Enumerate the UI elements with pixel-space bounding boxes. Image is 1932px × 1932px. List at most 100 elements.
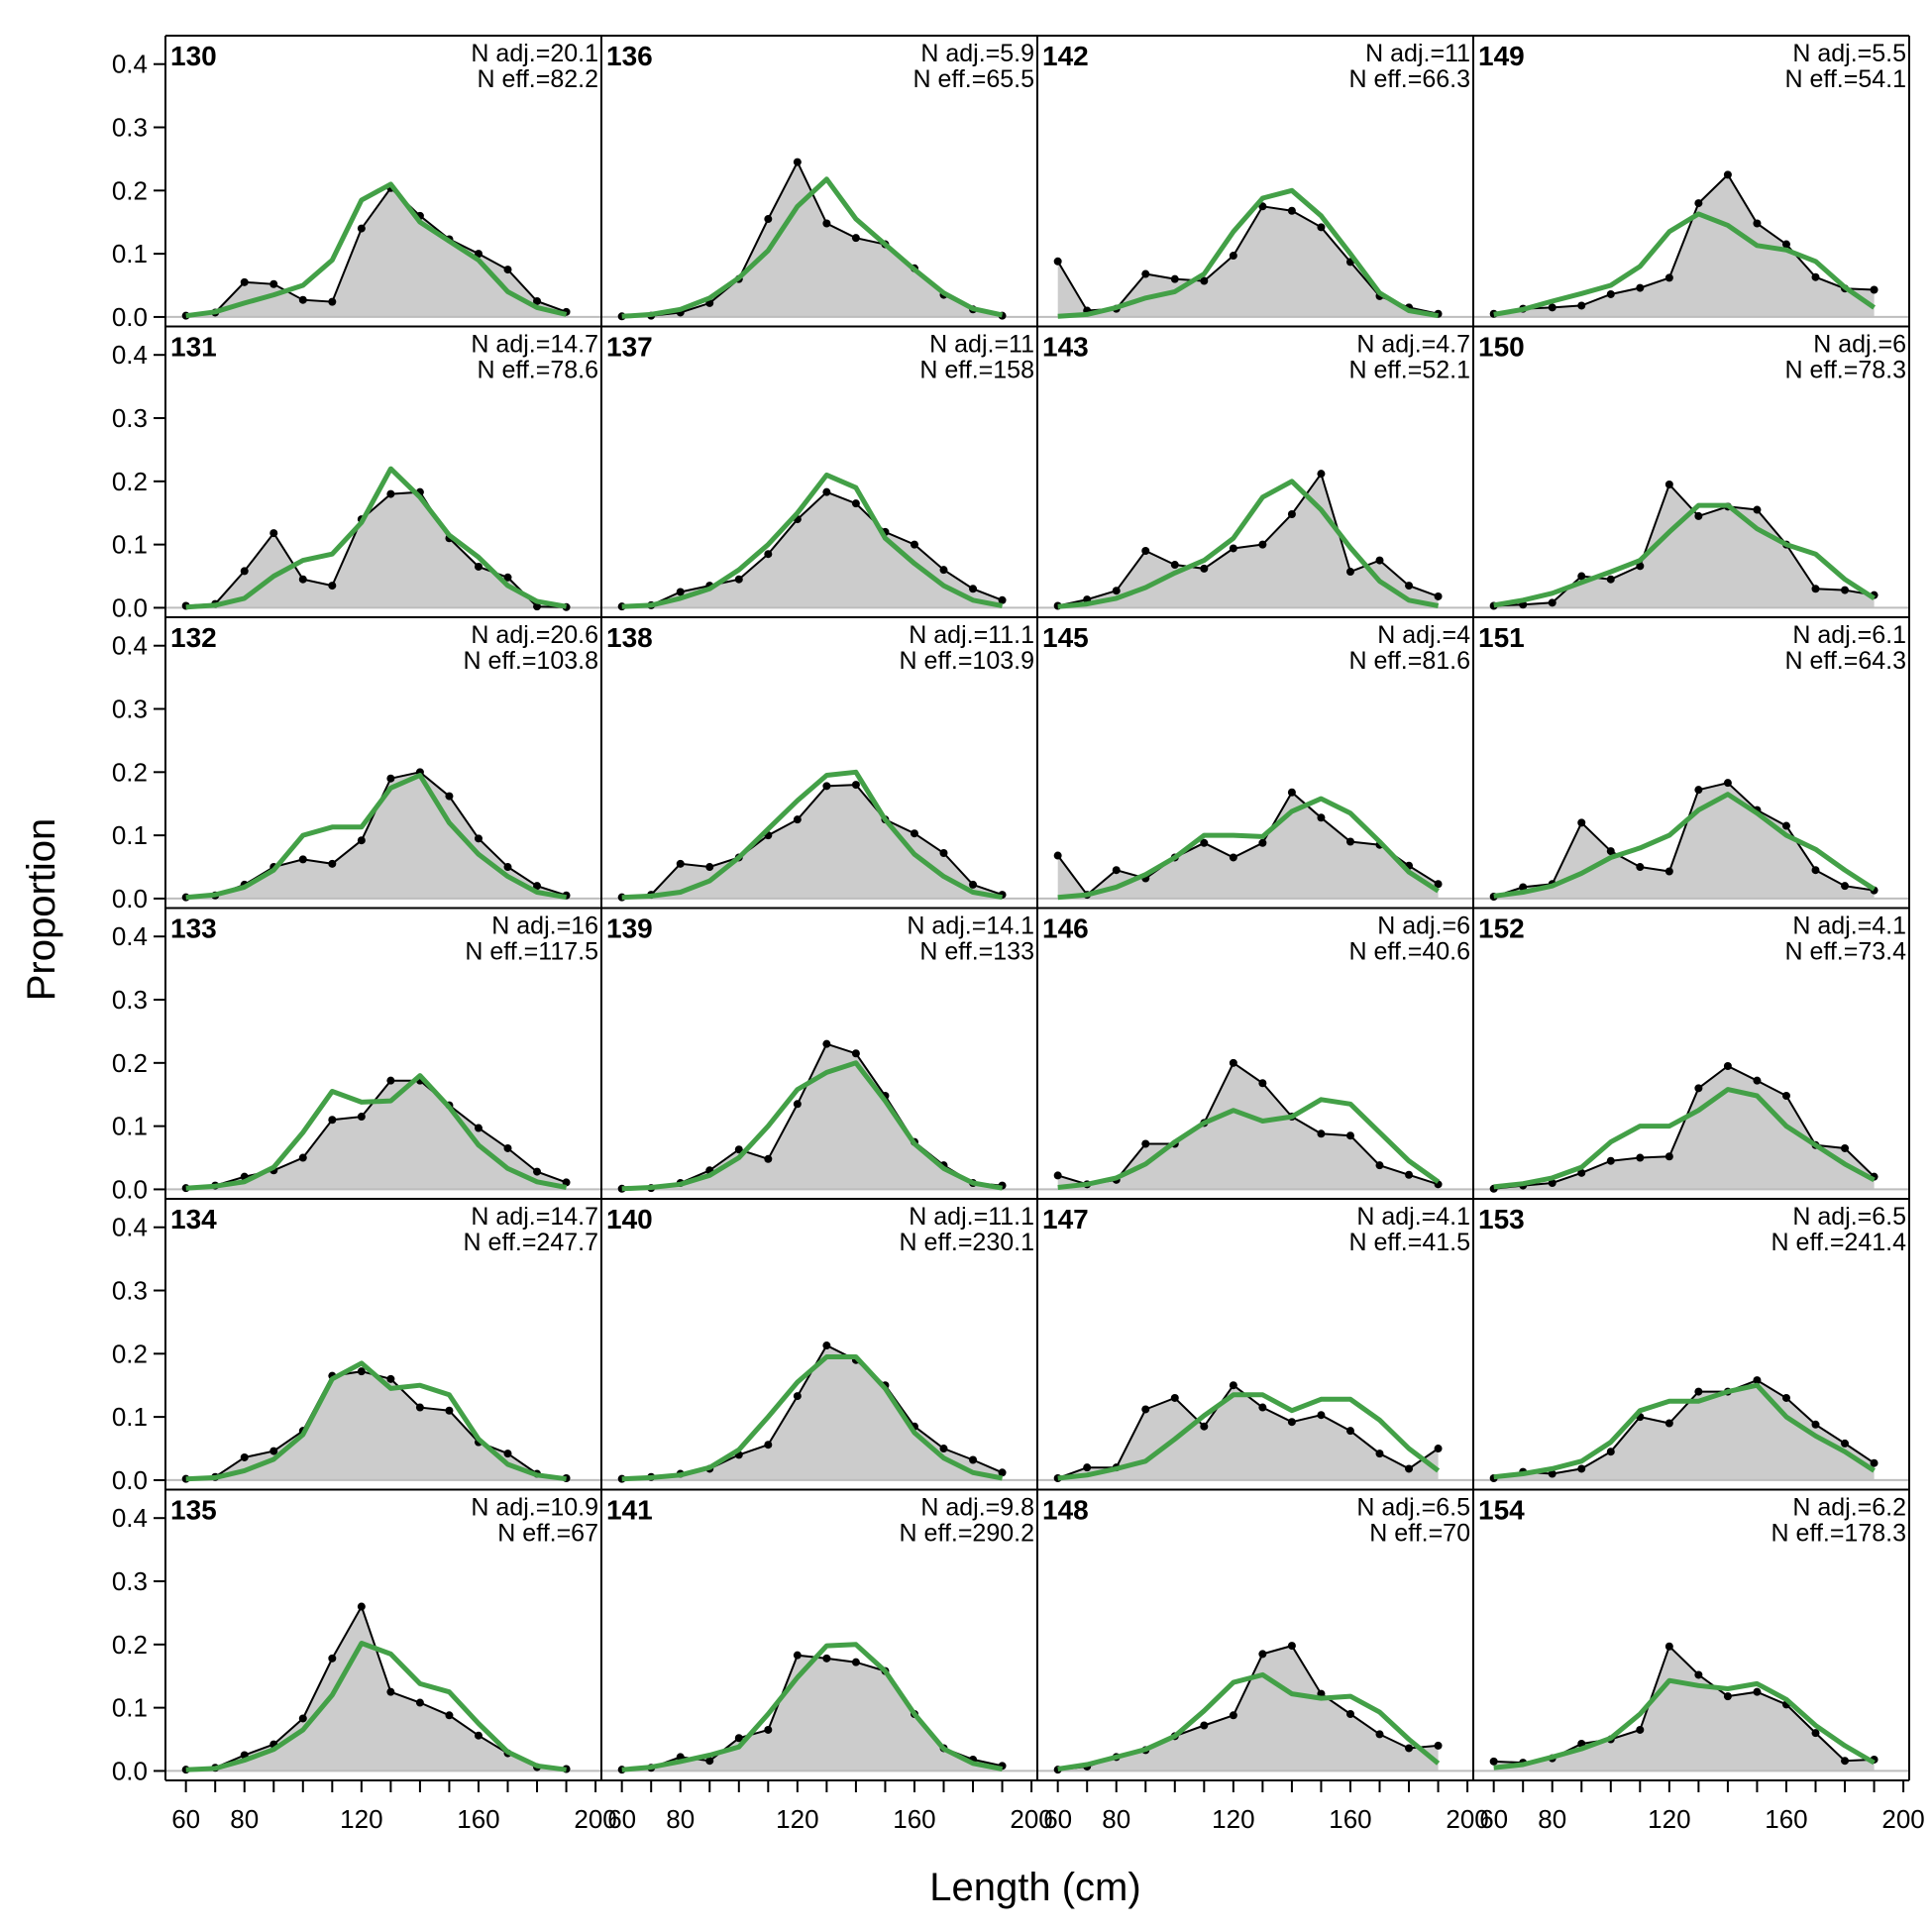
observed-point xyxy=(1664,1152,1673,1161)
observed-point xyxy=(1317,470,1326,479)
observed-point xyxy=(734,575,743,584)
panel-label: 147 xyxy=(1042,1204,1089,1234)
n-adj-label: N adj.=11.1 xyxy=(909,621,1034,649)
y-tick-label: 0.3 xyxy=(112,695,148,724)
panel-135: 135 N adj.=10.9N eff.=67 xyxy=(165,1494,601,1774)
observed-point xyxy=(1405,1464,1414,1473)
observed-point xyxy=(1636,1153,1645,1162)
observed-point xyxy=(1053,1171,1062,1180)
observed-point xyxy=(1258,540,1267,549)
observed-point xyxy=(1405,1170,1414,1179)
observed-area xyxy=(1057,792,1439,899)
observed-point xyxy=(1811,272,1820,281)
observed-point xyxy=(1287,206,1296,215)
observed-point xyxy=(764,1441,773,1449)
expected-line xyxy=(621,1354,1004,1482)
panel-141: 141 N adj.=9.8N eff.=290.2 xyxy=(601,1494,1037,1774)
observed-point xyxy=(822,219,831,228)
x-tick-label: 120 xyxy=(340,1804,382,1834)
n-eff-label: N eff.=70 xyxy=(1369,1520,1470,1548)
y-tick-label: 0.1 xyxy=(112,239,148,268)
y-tick-label: 0.1 xyxy=(112,1402,148,1432)
observed-point xyxy=(1229,252,1237,261)
observed-point xyxy=(1317,1411,1326,1420)
observed-line xyxy=(1493,483,1875,607)
observed-point xyxy=(298,295,307,304)
x-tick-label: 160 xyxy=(457,1804,499,1834)
observed-point xyxy=(415,1698,424,1707)
observed-point xyxy=(1229,1711,1237,1720)
observed-area xyxy=(1493,1380,1875,1480)
panel-label: 140 xyxy=(606,1204,653,1234)
n-eff-label: N eff.=133 xyxy=(919,938,1034,966)
y-tick-label: 0.3 xyxy=(112,985,148,1015)
n-adj-label: N adj.=16 xyxy=(491,912,598,940)
n-eff-label: N eff.=103.8 xyxy=(464,647,598,675)
observed-point xyxy=(1345,837,1354,846)
panel-label: 145 xyxy=(1042,622,1089,653)
observed-point xyxy=(851,781,860,790)
panel-label: 143 xyxy=(1042,332,1089,363)
observed-point xyxy=(1577,301,1586,310)
x-tick-label: 120 xyxy=(1212,1804,1254,1834)
n-eff-label: N eff.=82.2 xyxy=(477,65,598,93)
y-tick-label: 0.3 xyxy=(112,403,148,433)
observed-point xyxy=(1170,1393,1179,1402)
observed-point xyxy=(1664,273,1673,282)
observed-point xyxy=(1781,240,1790,249)
observed-point xyxy=(357,224,366,233)
observed-point xyxy=(1375,556,1384,565)
y-tick-label: 0.4 xyxy=(112,631,148,661)
panel-138: 138 N adj.=11.1N eff.=103.9 xyxy=(601,621,1037,902)
observed-point xyxy=(1287,1418,1296,1427)
observed-point xyxy=(969,880,978,889)
observed-point xyxy=(445,792,454,801)
panel-132: 132 N adj.=20.6N eff.=103.8 xyxy=(165,621,601,902)
observed-area xyxy=(1057,474,1439,608)
panel-label: 137 xyxy=(606,332,653,363)
expected-line xyxy=(1057,187,1440,319)
observed-point xyxy=(851,234,860,243)
n-adj-label: N adj.=4.1 xyxy=(1356,1203,1470,1231)
observed-point xyxy=(1229,1058,1237,1067)
observed-point xyxy=(969,1455,978,1464)
observed-point xyxy=(1870,285,1878,294)
observed-point xyxy=(1258,202,1267,211)
n-eff-label: N eff.=158 xyxy=(919,357,1034,384)
observed-line xyxy=(185,1079,567,1190)
panel-label: 134 xyxy=(170,1204,217,1234)
observed-area xyxy=(1057,206,1439,317)
observed-point xyxy=(1606,1448,1615,1456)
observed-point xyxy=(357,1113,366,1122)
y-tick-label: 0.4 xyxy=(112,50,148,79)
observed-point xyxy=(1664,481,1673,489)
observed-point xyxy=(533,602,542,611)
observed-point xyxy=(1636,562,1645,571)
panel-150: 150 N adj.=6N eff.=78.3 xyxy=(1473,331,1909,610)
observed-point xyxy=(1606,289,1615,298)
x-tick-label: 160 xyxy=(893,1804,935,1834)
observed-point xyxy=(1229,544,1237,553)
expected-line xyxy=(621,472,1004,609)
observed-point xyxy=(851,1049,860,1058)
observed-point xyxy=(1375,1730,1384,1739)
y-tick-label: 0.2 xyxy=(112,1339,148,1368)
observed-point xyxy=(503,863,512,872)
observed-area xyxy=(621,1345,1003,1480)
panel-147: 147 N adj.=4.1N eff.=41.5 xyxy=(1037,1203,1473,1483)
observed-point xyxy=(1405,1744,1414,1753)
observed-point xyxy=(1287,509,1296,518)
expected-line xyxy=(1057,1392,1441,1481)
observed-line xyxy=(1493,1064,1876,1190)
observed-point xyxy=(269,279,278,288)
x-tick-label: 80 xyxy=(230,1804,259,1834)
panel-label: 131 xyxy=(170,332,217,363)
observed-point xyxy=(1811,585,1820,593)
observed-point xyxy=(1053,851,1062,860)
observed-area xyxy=(1057,1646,1439,1771)
observed-point xyxy=(1317,223,1326,232)
y-tick-label: 0.1 xyxy=(112,820,148,850)
n-adj-label: N adj.=11.1 xyxy=(909,1203,1034,1231)
observed-point xyxy=(1141,1405,1150,1414)
observed-point xyxy=(386,1076,395,1085)
